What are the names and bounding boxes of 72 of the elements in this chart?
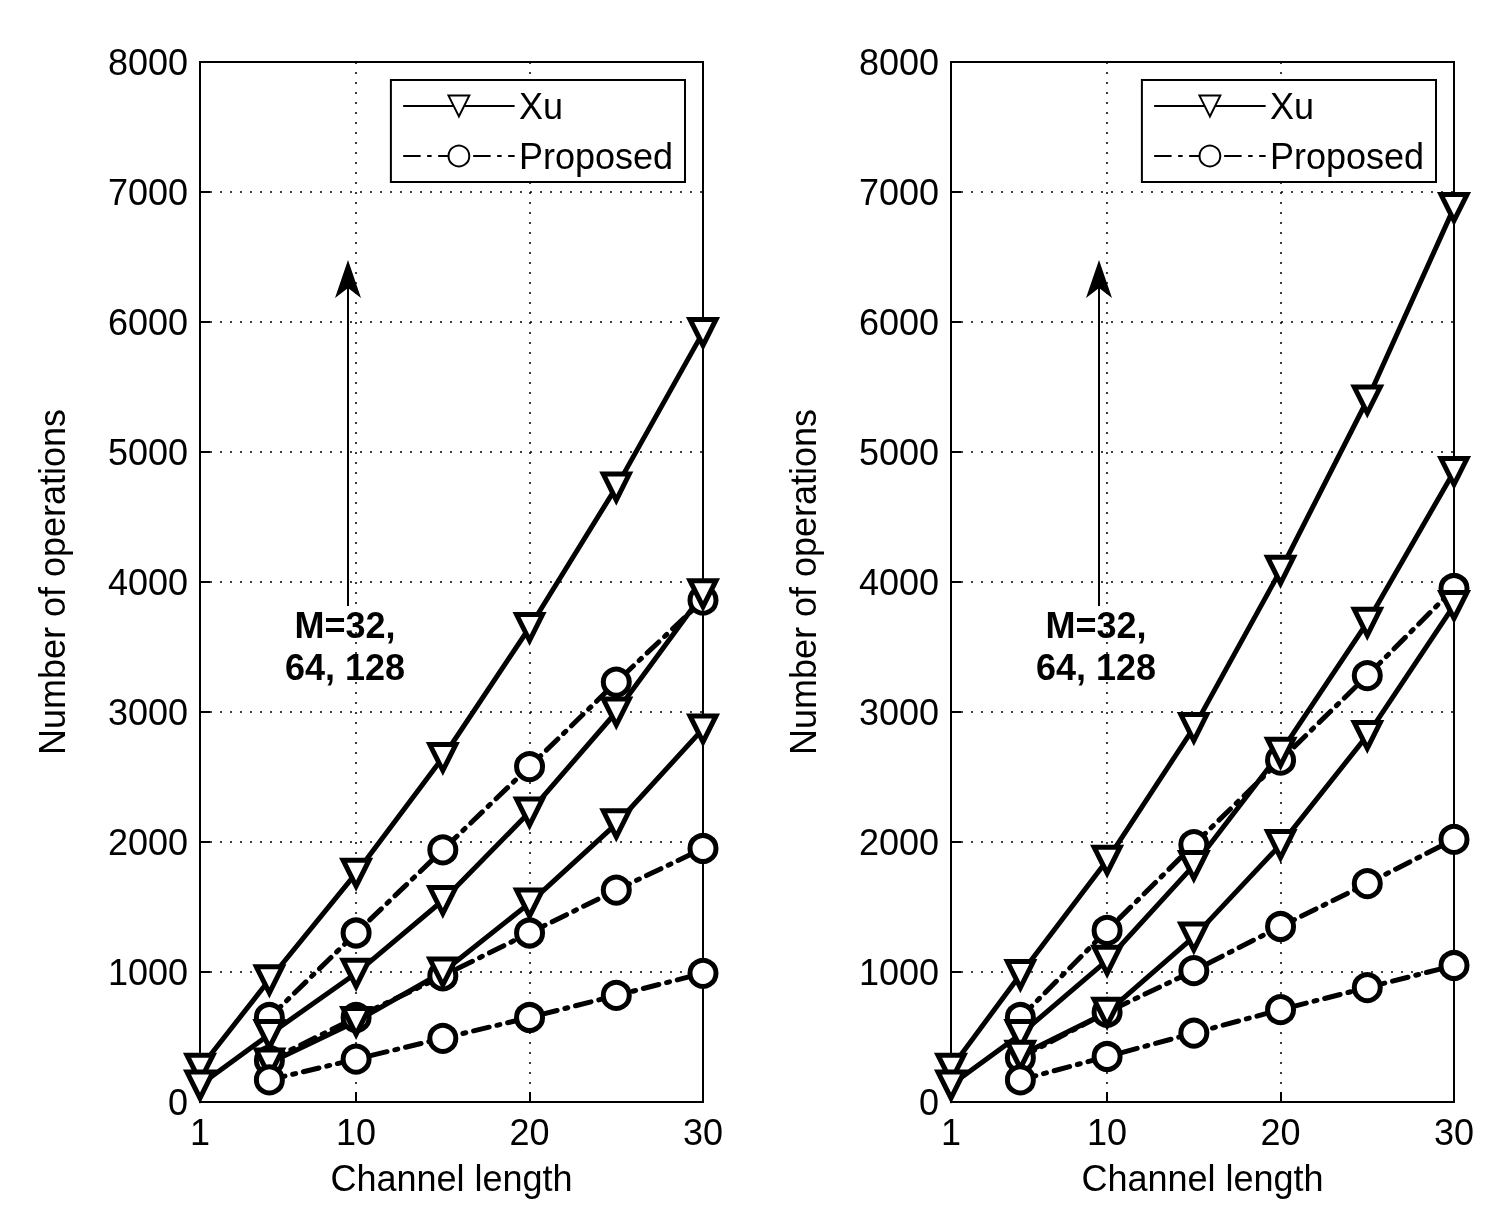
point [1438,589,1470,621]
legend-label: Xu [518,85,563,127]
x-tick-label: 20 [509,1111,550,1153]
point [1351,660,1383,692]
point [600,666,632,698]
point [512,612,547,646]
x-tick-label: 1 [940,1111,962,1153]
point [687,578,719,610]
point [687,833,719,864]
x-tick-label: 10 [1087,1111,1128,1153]
y-tick-label: 4000 [858,561,939,603]
legend-label: Xu [1269,85,1314,127]
point [1263,829,1298,863]
annotation: M=32, 64, 128 [283,605,407,689]
y-tick-label: 3000 [107,691,188,733]
point [427,1022,459,1054]
annotation: M=32, 64, 128 [1034,605,1158,689]
y-tick-label: 2000 [858,821,939,863]
y-tick-label: 7000 [107,171,188,213]
point [687,957,719,989]
y-tick-label: 4000 [107,561,188,603]
point [514,887,546,919]
y-axis-title: Number of operations [31,408,73,756]
point [1003,959,1038,993]
point [1004,1064,1036,1096]
x-axis-title: Channel length [1081,1157,1324,1199]
x-tick-label: 10 [336,1111,377,1153]
x-axis-title: Channel length [330,1157,573,1199]
point [1438,950,1470,981]
point [425,742,460,776]
y-tick-label: 0 [167,1081,188,1123]
y-tick-label: 6000 [107,301,188,343]
point [425,885,459,919]
point [600,979,632,1011]
point [514,1002,546,1033]
y-tick-label: 1000 [858,951,939,993]
y-tick-label: 3000 [858,691,939,733]
point [1176,921,1211,955]
y-tick-label: 8000 [858,41,939,83]
x-tick-label: 30 [682,1111,724,1153]
point [340,917,372,949]
point [1351,972,1383,1004]
point [1091,914,1123,946]
y-tick-label: 8000 [107,41,188,83]
point [1091,1041,1123,1072]
point [514,751,546,783]
x-tick-label: 20 [1260,1111,1301,1153]
y-axis-title: Number of operations [782,408,824,756]
point [514,917,546,949]
y-tick-label: 2000 [107,821,188,863]
point [1351,868,1383,900]
point [427,834,459,866]
point [340,1043,372,1075]
x-tick-label: 30 [1433,1111,1475,1153]
y-tick-label: 7000 [858,171,939,213]
point [1178,1017,1210,1049]
y-tick-label: 1000 [107,951,188,993]
y-tick-label: 5000 [107,431,188,473]
point [1438,823,1470,855]
point [253,1064,285,1096]
legend-label: Proposed [518,135,673,177]
legend-label: Proposed [1269,135,1424,177]
point [1178,955,1210,987]
point [687,713,719,745]
point [1265,911,1297,942]
x-tick-label: 1 [189,1111,211,1153]
y-tick-label: 6000 [858,301,939,343]
y-tick-label: 5000 [858,431,939,473]
point [600,874,632,906]
point [1265,994,1297,1026]
point [1176,712,1211,746]
y-tick-label: 0 [918,1081,939,1123]
